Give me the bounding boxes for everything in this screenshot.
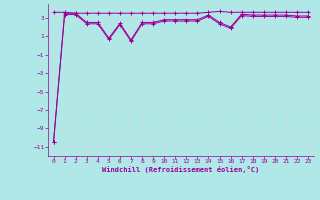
X-axis label: Windchill (Refroidissement éolien,°C): Windchill (Refroidissement éolien,°C) xyxy=(102,166,260,173)
